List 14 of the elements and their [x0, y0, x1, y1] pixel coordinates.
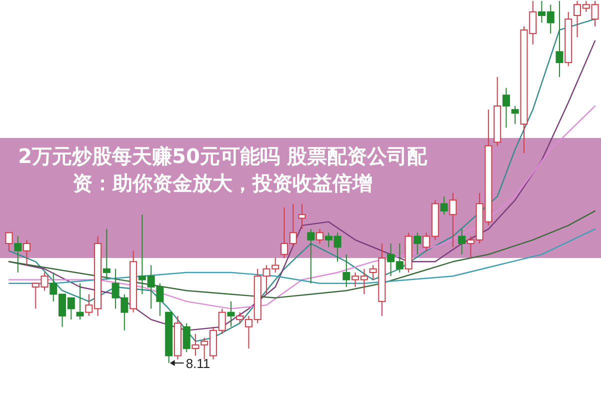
candlestick: [102, 228, 110, 280]
candlestick: [449, 192, 457, 248]
candlestick: [502, 87, 510, 128]
candlestick: [556, 0, 564, 78]
candlestick: [414, 232, 422, 255]
candlestick: [130, 250, 138, 313]
candlestick: [342, 254, 350, 288]
candlestick: [298, 203, 306, 230]
annotation: 8.11: [186, 356, 210, 371]
candlestick: [494, 76, 502, 146]
text: 2万元炒股每天赚50元可能吗 股票配资公司配资：助你资金放大，投资收益倍增: [17, 143, 428, 197]
candlestick: [458, 228, 466, 255]
candlestick: [14, 236, 22, 273]
candlestick: [227, 300, 235, 328]
